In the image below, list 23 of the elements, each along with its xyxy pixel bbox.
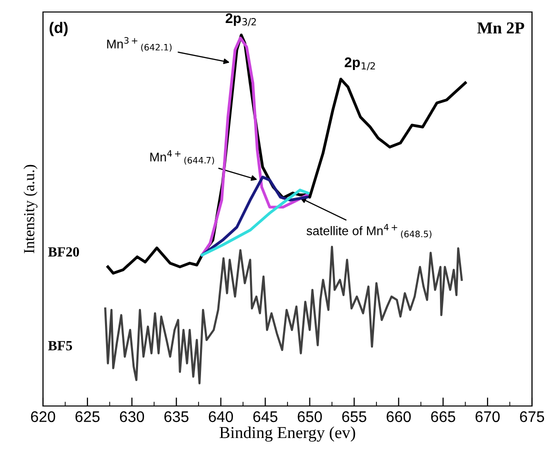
x-tick-label: 650 [298,411,322,422]
annotation: Mn$^{3+}$$_{(642.1)}$ [107,37,172,52]
x-tick-label: 620 [31,411,56,422]
x-tick-label: 625 [75,411,100,422]
annotation: 2p$_{3/2}$ [226,13,256,26]
x-tick-label: 675 [520,411,544,422]
x-axis-title: Binding Energy (ev) [220,426,356,442]
text: BF20 [48,247,79,257]
text: Mn 2P [477,22,524,34]
x-tick-label: 645 [253,411,278,422]
annotation: Mn$^{4+}$$_{(644.7)}$ [150,150,214,165]
y-axis-title: Intensity (a.u.) [24,164,38,254]
x-tick-label: 665 [431,411,456,422]
x-tick-label: 640 [208,411,233,422]
x-tick-label: 655 [342,411,366,422]
text: BF5 [48,341,72,350]
x-tick-label: 635 [164,411,188,422]
x-tick-label: 670 [476,411,500,422]
annotation: 2p$_{1/2}$ [344,57,375,70]
annotation: (d) [50,22,68,36]
x-tick-label: 660 [386,411,411,422]
annotation: satellite of Mn$^{4+}$$_{(648.5)}$ [306,224,432,238]
x-tick-label: 630 [120,411,144,422]
